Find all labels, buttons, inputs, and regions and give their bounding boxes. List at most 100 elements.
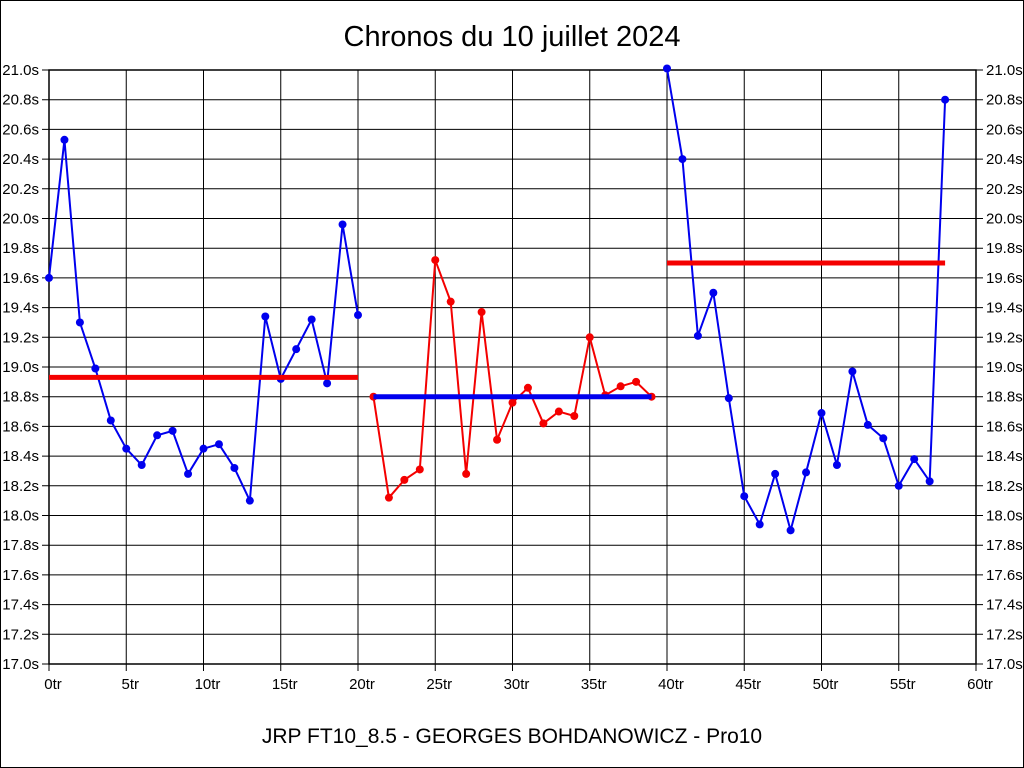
data-point-stint-3 (771, 469, 780, 478)
data-point-stint-1 (354, 311, 362, 320)
data-point-stint-2 (570, 412, 579, 421)
y-axis-label-left: 18.0s (2, 508, 39, 525)
data-point-stint-1 (338, 220, 347, 229)
y-axis-label-right: 21.0s (986, 62, 1023, 79)
data-point-stint-2 (632, 377, 641, 386)
chart-title: Chronos du 10 juillet 2024 (343, 21, 681, 53)
y-axis-label-left: 17.2s (2, 626, 39, 643)
data-point-stint-2 (508, 398, 517, 407)
x-axis-label: 15tr (272, 676, 298, 693)
y-axis-label-right: 20.4s (986, 151, 1023, 168)
data-point-stint-1 (199, 444, 208, 453)
data-point-stint-1 (91, 364, 100, 373)
data-point-stint-3 (832, 461, 841, 470)
x-axis-label: 60tr (967, 676, 993, 693)
data-point-stint-3 (755, 520, 764, 529)
y-axis-label-right: 20.0s (986, 211, 1023, 228)
data-point-stint-2 (539, 419, 548, 428)
y-axis-label-right: 17.8s (986, 537, 1023, 554)
data-point-stint-2 (446, 297, 455, 306)
y-axis-label-left: 21.0s (2, 62, 39, 79)
data-point-stint-2 (477, 308, 486, 317)
data-point-stint-2 (400, 475, 409, 484)
y-axis-label-left: 20.6s (2, 121, 39, 138)
series-line-stint-3 (666, 68, 947, 532)
y-axis-label-right: 19.2s (986, 329, 1023, 346)
y-axis-label-left: 19.4s (2, 300, 39, 317)
data-point-stint-2 (431, 256, 440, 265)
data-point-stint-1 (60, 135, 69, 144)
y-axis-label-left: 19.2s (2, 329, 39, 346)
data-point-stint-3 (910, 455, 919, 464)
x-axis-label: 30tr (504, 676, 530, 693)
y-axis-label-left: 18.6s (2, 418, 39, 435)
data-point-stint-1 (214, 440, 223, 449)
data-point-stint-2 (384, 493, 393, 502)
y-axis-label-right: 20.2s (986, 181, 1023, 198)
x-axis-label: 0tr (44, 676, 62, 693)
data-point-stint-3 (925, 477, 934, 486)
data-point-stint-1 (261, 312, 270, 321)
x-axis-label: 40tr (658, 676, 684, 693)
y-axis-label-right: 18.6s (986, 418, 1023, 435)
data-point-stint-2 (585, 333, 594, 342)
y-axis-label-right: 19.4s (986, 300, 1023, 317)
data-point-stint-3 (724, 394, 733, 403)
chart-footer: JRP FT10_8.5 - GEORGES BOHDANOWICZ - Pro… (261, 725, 763, 748)
data-point-stint-1 (184, 469, 193, 478)
data-point-stint-1 (137, 461, 146, 470)
y-axis-label-left: 17.6s (2, 567, 39, 584)
data-point-stint-3 (678, 155, 687, 164)
data-point-stint-1 (106, 416, 115, 425)
data-point-stint-3 (941, 95, 950, 104)
data-point-stint-3 (693, 331, 702, 340)
data-point-stint-3 (894, 481, 903, 490)
data-point-stint-1 (168, 426, 177, 435)
data-point-stint-2 (554, 407, 563, 416)
data-point-stint-1 (122, 444, 131, 453)
data-point-stint-3 (709, 288, 718, 297)
y-axis-label-right: 18.4s (986, 448, 1023, 465)
data-point-stint-2 (523, 383, 532, 392)
y-axis-label-right: 20.6s (986, 121, 1023, 138)
y-axis-label-right: 17.2s (986, 626, 1023, 643)
x-axis-label: 25tr (426, 676, 452, 693)
x-axis-label: 10tr (195, 676, 221, 693)
y-axis-label-right: 18.2s (986, 478, 1023, 495)
y-axis-label-right: 17.0s (986, 656, 1023, 673)
data-point-stint-2 (616, 382, 625, 391)
y-axis-label-right: 17.6s (986, 567, 1023, 584)
data-point-stint-3 (663, 64, 671, 73)
y-axis-label-left: 19.8s (2, 240, 39, 257)
y-axis-label-right: 19.6s (986, 270, 1023, 287)
y-axis-label-right: 19.0s (986, 359, 1023, 376)
y-axis-label-right: 20.8s (986, 92, 1023, 109)
data-point-stint-1 (45, 273, 53, 282)
y-axis-label-left: 18.8s (2, 389, 39, 406)
data-point-stint-3 (848, 367, 857, 376)
y-axis-label-left: 19.0s (2, 359, 39, 376)
data-point-stint-2 (493, 435, 502, 444)
y-axis-label-left: 17.4s (2, 597, 39, 614)
data-point-stint-1 (245, 496, 254, 505)
data-point-stint-3 (802, 468, 811, 477)
data-point-stint-2 (462, 469, 471, 478)
y-axis-label-left: 20.4s (2, 151, 39, 168)
y-axis-label-left: 17.0s (2, 656, 39, 673)
x-axis-label: 45tr (735, 676, 761, 693)
y-axis-label-right: 17.4s (986, 597, 1023, 614)
x-axis-label: 5tr (121, 676, 139, 693)
y-axis-label-right: 19.8s (986, 240, 1023, 257)
x-axis-label: 50tr (813, 676, 839, 693)
y-axis-label-left: 20.0s (2, 211, 39, 228)
data-point-stint-3 (740, 492, 749, 501)
y-axis-label-right: 18.8s (986, 389, 1023, 406)
x-axis-label: 35tr (581, 676, 607, 693)
data-point-stint-1 (307, 315, 316, 324)
data-point-stint-1 (75, 318, 84, 327)
data-point-stint-1 (323, 379, 332, 388)
data-point-stint-2 (415, 465, 424, 474)
data-point-stint-1 (153, 431, 162, 440)
